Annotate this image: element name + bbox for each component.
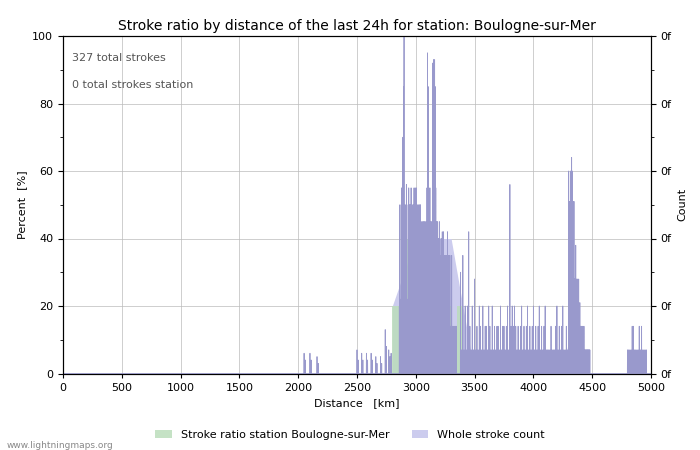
X-axis label: Distance   [km]: Distance [km]: [314, 398, 400, 408]
Text: 327 total strokes: 327 total strokes: [72, 53, 166, 63]
Y-axis label: Count: Count: [678, 188, 687, 221]
Text: www.lightningmaps.org: www.lightningmaps.org: [7, 441, 113, 450]
Text: 0 total strokes station: 0 total strokes station: [72, 80, 193, 90]
Y-axis label: Percent  [%]: Percent [%]: [17, 171, 27, 239]
Polygon shape: [392, 238, 463, 374]
Title: Stroke ratio by distance of the last 24h for station: Boulogne-sur-Mer: Stroke ratio by distance of the last 24h…: [118, 19, 596, 33]
Legend: Stroke ratio station Boulogne-sur-Mer, Whole stroke count: Stroke ratio station Boulogne-sur-Mer, W…: [150, 425, 550, 445]
